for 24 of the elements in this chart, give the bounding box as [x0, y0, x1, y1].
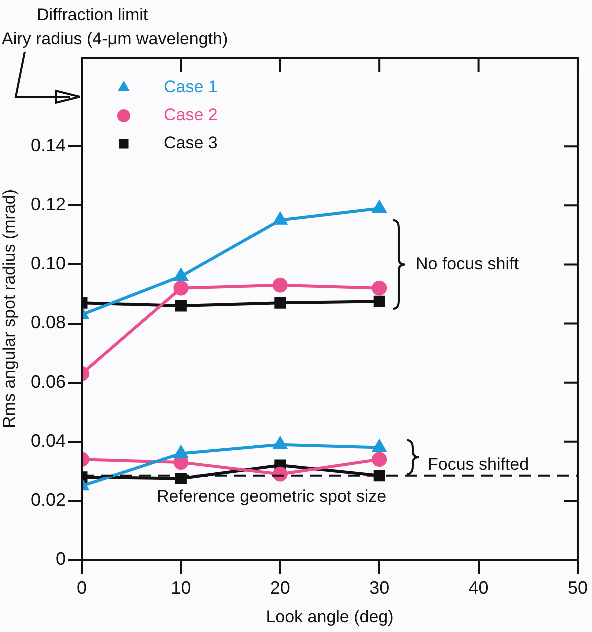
legend-label: Case 1: [164, 78, 218, 97]
x-tick-label: 10: [171, 578, 192, 598]
y-tick-label: 0.06: [30, 372, 66, 392]
x-tick-label: 40: [468, 578, 489, 598]
y-tick-label: 0: [56, 548, 66, 569]
y-tick-label: 0.04: [30, 430, 66, 451]
legend-label: Case 3: [164, 134, 218, 153]
y-tick-label: 0.02: [30, 490, 66, 510]
y-axis-title: Rms angular spot radius (mrad): [0, 189, 19, 429]
x-tick-label: 20: [270, 578, 290, 598]
legend-label: Case 2: [164, 106, 218, 125]
x-tick-label: 0: [76, 578, 88, 598]
annotation: Focus shifted: [428, 455, 530, 474]
text: Diffraction limit: [37, 6, 148, 25]
y-tick-label: 0.10: [30, 254, 66, 274]
annotation: No focus shift: [416, 254, 520, 274]
text: Airy radius (4-μm wavelength): [2, 30, 228, 49]
x-tick-label: 50: [568, 578, 588, 598]
y-tick-label: 0.12: [30, 194, 66, 215]
x-axis-title: Look angle (deg): [266, 607, 394, 626]
y-tick-label: 0.14: [30, 136, 66, 156]
ref-line-label: Reference geometric spot size: [157, 487, 387, 506]
y-tick-label: 0.08: [30, 312, 66, 333]
x-tick-label: 30: [370, 578, 390, 598]
